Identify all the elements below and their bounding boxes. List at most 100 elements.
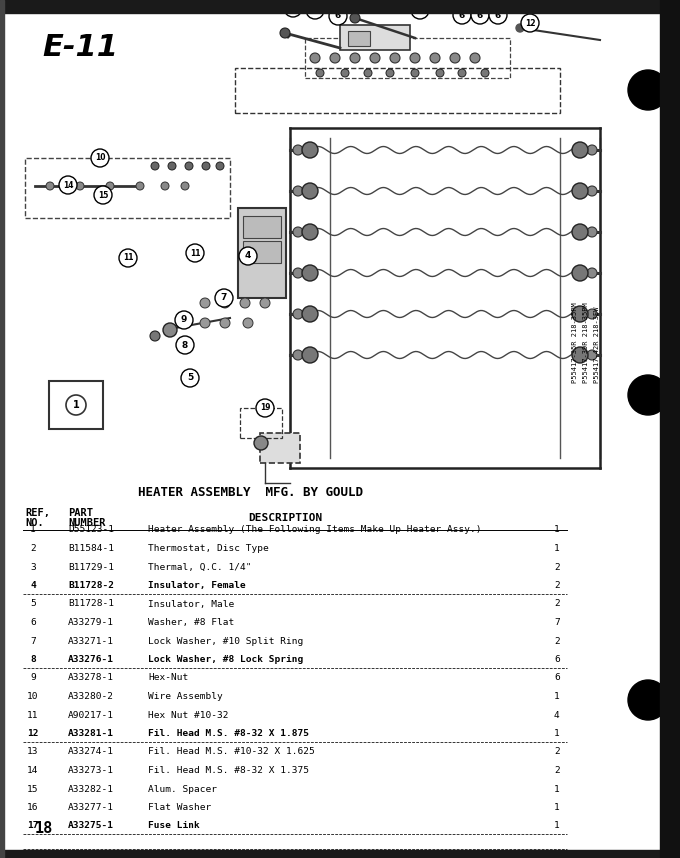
- Text: Flat Washer: Flat Washer: [148, 803, 211, 812]
- Circle shape: [163, 323, 177, 337]
- Text: 15: 15: [27, 784, 39, 794]
- Circle shape: [302, 224, 318, 240]
- Text: Fil. Head M.S. #10-32 X 1.625: Fil. Head M.S. #10-32 X 1.625: [148, 747, 315, 757]
- Text: 18: 18: [35, 821, 53, 836]
- Text: D55123-1: D55123-1: [68, 525, 114, 535]
- Circle shape: [256, 399, 274, 417]
- Text: REF,: REF,: [25, 508, 50, 518]
- Text: A33271-1: A33271-1: [68, 637, 114, 645]
- Circle shape: [330, 53, 340, 63]
- Circle shape: [390, 53, 400, 63]
- Circle shape: [306, 1, 324, 19]
- Circle shape: [572, 224, 588, 240]
- Circle shape: [202, 162, 210, 170]
- Bar: [340, 25, 410, 50]
- Circle shape: [577, 145, 587, 155]
- Bar: [240, 408, 282, 438]
- Circle shape: [316, 69, 324, 77]
- Circle shape: [176, 336, 194, 354]
- Circle shape: [243, 318, 253, 328]
- Text: A33276-1: A33276-1: [68, 655, 114, 664]
- Text: 7: 7: [30, 637, 36, 645]
- Text: 14: 14: [27, 766, 39, 775]
- Bar: [238, 208, 286, 298]
- Bar: [0, 0, 4, 858]
- Text: 1: 1: [554, 821, 560, 831]
- Text: 6: 6: [459, 10, 465, 20]
- Circle shape: [216, 162, 224, 170]
- Circle shape: [350, 53, 360, 63]
- Text: 2: 2: [554, 637, 560, 645]
- Text: P55417-39R 218-35PM: P55417-39R 218-35PM: [583, 302, 589, 383]
- Circle shape: [185, 162, 193, 170]
- Circle shape: [310, 53, 320, 63]
- Text: 5: 5: [30, 600, 36, 608]
- Text: 16: 16: [310, 5, 320, 15]
- Circle shape: [303, 186, 313, 196]
- Text: 15: 15: [98, 190, 108, 200]
- Text: B11728-2: B11728-2: [68, 581, 114, 590]
- Circle shape: [628, 70, 668, 110]
- Text: B11728-1: B11728-1: [68, 600, 114, 608]
- Circle shape: [450, 53, 460, 63]
- Circle shape: [302, 306, 318, 322]
- Bar: [260, 433, 300, 463]
- Text: NUMBER: NUMBER: [68, 518, 105, 528]
- Text: 1: 1: [73, 400, 80, 410]
- Circle shape: [239, 247, 257, 265]
- Circle shape: [370, 53, 380, 63]
- FancyBboxPatch shape: [49, 381, 103, 429]
- Text: HEATER ASSEMBLY  MFG. BY GOULD: HEATER ASSEMBLY MFG. BY GOULD: [137, 486, 362, 499]
- Circle shape: [303, 145, 313, 155]
- Text: B11729-1: B11729-1: [68, 563, 114, 571]
- Circle shape: [329, 7, 347, 25]
- Text: Insulator, Male: Insulator, Male: [148, 600, 234, 608]
- Circle shape: [150, 331, 160, 341]
- Circle shape: [284, 0, 302, 17]
- Circle shape: [293, 186, 303, 196]
- Text: Alum. Spacer: Alum. Spacer: [148, 784, 217, 794]
- Circle shape: [66, 395, 86, 415]
- Bar: [305, 38, 510, 78]
- Text: Lock Washer, #8 Lock Spring: Lock Washer, #8 Lock Spring: [148, 655, 303, 664]
- Circle shape: [106, 182, 114, 190]
- Text: A33281-1: A33281-1: [68, 729, 114, 738]
- Circle shape: [516, 24, 524, 32]
- Circle shape: [587, 268, 597, 278]
- Text: 12: 12: [525, 19, 535, 27]
- Bar: [0, 850, 680, 858]
- Text: Thermal, Q.C. 1/4": Thermal, Q.C. 1/4": [148, 563, 252, 571]
- Text: 14: 14: [63, 180, 73, 190]
- Text: Lock Washer, #10 Split Ring: Lock Washer, #10 Split Ring: [148, 637, 303, 645]
- Text: 11: 11: [123, 253, 133, 263]
- Text: 11: 11: [190, 249, 200, 257]
- Circle shape: [587, 145, 597, 155]
- Bar: [25, 158, 230, 218]
- Text: A33277-1: A33277-1: [68, 803, 114, 812]
- Text: 2: 2: [554, 600, 560, 608]
- Text: 10: 10: [27, 692, 39, 701]
- Circle shape: [386, 69, 394, 77]
- Text: 9: 9: [181, 316, 187, 324]
- Circle shape: [341, 69, 349, 77]
- Text: Fil. Head M.S. #8-32 X 1.375: Fil. Head M.S. #8-32 X 1.375: [148, 766, 309, 775]
- Text: 4: 4: [554, 710, 560, 720]
- Text: 2: 2: [554, 747, 560, 757]
- Circle shape: [471, 6, 489, 24]
- Text: 1: 1: [554, 729, 560, 738]
- Text: 4: 4: [245, 251, 251, 261]
- Text: P55417-35R 218-35PM: P55417-35R 218-35PM: [572, 302, 578, 383]
- Circle shape: [303, 350, 313, 360]
- Text: 1: 1: [554, 784, 560, 794]
- Circle shape: [293, 145, 303, 155]
- Text: Fuse Link: Fuse Link: [148, 821, 200, 831]
- Text: Insulator, Female: Insulator, Female: [148, 581, 245, 590]
- Circle shape: [458, 69, 466, 77]
- Text: A33273-1: A33273-1: [68, 766, 114, 775]
- Circle shape: [430, 53, 440, 63]
- Text: 6: 6: [30, 618, 36, 627]
- Bar: [243, 216, 281, 238]
- Text: 12: 12: [27, 729, 39, 738]
- Circle shape: [302, 265, 318, 281]
- Text: P55417-42R 218-3EW: P55417-42R 218-3EW: [594, 306, 600, 383]
